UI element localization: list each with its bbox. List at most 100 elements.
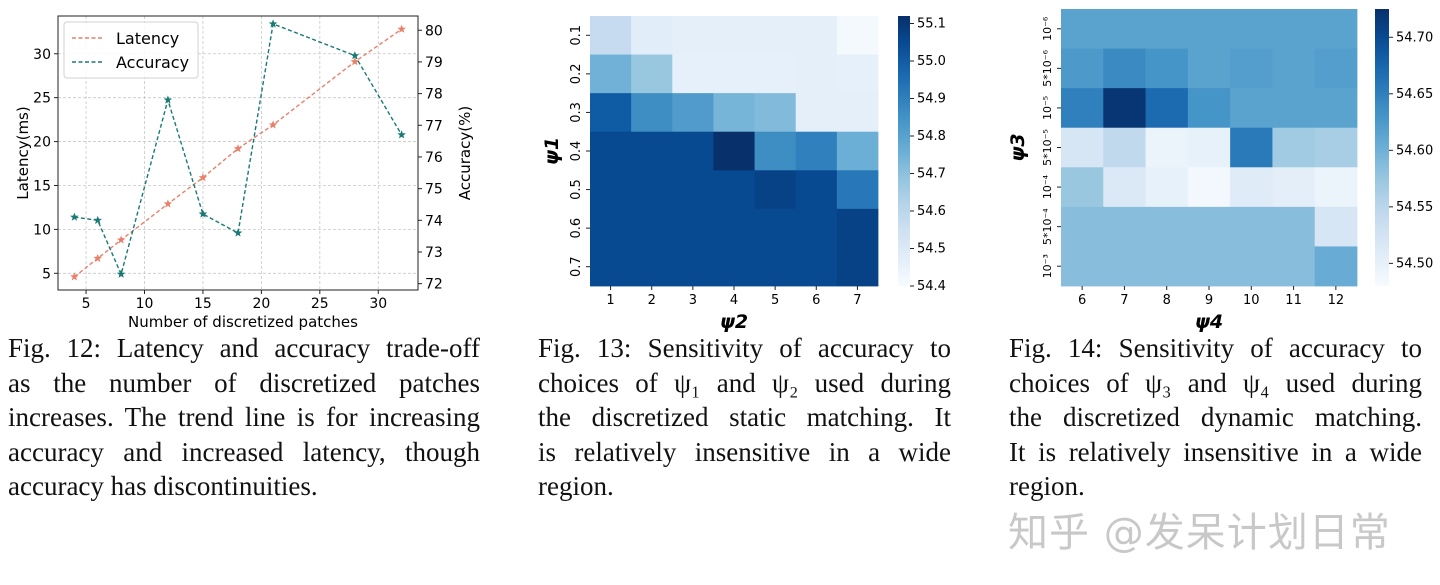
colorbar-tick-label: 54.8: [917, 129, 946, 144]
heatmap-cell: [672, 16, 714, 55]
heatmap-cell: [1230, 206, 1273, 247]
heatmap-cell: [1061, 48, 1104, 89]
data-point-accuracy: [93, 215, 102, 224]
fig12-caption: Fig. 12: Latency and accuracy trade-off …: [8, 331, 480, 504]
y-tick-label: 10⁻⁶: [1041, 16, 1054, 41]
colorbar-tick-label: 54.5: [917, 242, 946, 257]
heatmap-cell: [1103, 48, 1146, 89]
heatmap-cell: [1272, 206, 1316, 247]
legend-label: Latency: [116, 29, 179, 48]
heatmap-cell: [1314, 88, 1358, 129]
y-tick-label: 10⁻³: [1041, 254, 1054, 278]
fig13-caption: Fig. 13: Sensitivity of accuracy to choi…: [538, 331, 951, 504]
data-point-accuracy: [397, 130, 406, 139]
heatmap-cell: [1061, 246, 1104, 287]
heatmap-cell: [1272, 167, 1316, 208]
data-point-latency: [70, 272, 79, 281]
heatmap-cell: [1230, 9, 1273, 49]
x-tick-label: 12: [1328, 293, 1345, 308]
x-tick-label: 25: [311, 296, 329, 312]
heatmap-cell: [1145, 206, 1189, 247]
heatmap-cell: [672, 208, 714, 248]
heatmap-cell: [1187, 88, 1231, 129]
heatmap-cell: [795, 16, 838, 55]
y-tick-label: 0.6: [569, 218, 584, 239]
fig14-caption: Fig. 14: Sensitivity of accuracy to choi…: [1009, 331, 1422, 504]
x-tick-label: 7: [853, 293, 861, 308]
data-point-latency: [93, 253, 102, 262]
x-tick-label: 2: [648, 293, 656, 308]
y-axis-label: Latency(ms): [14, 106, 32, 199]
heatmap-cell: [754, 131, 797, 171]
heatmap-cell: [672, 131, 714, 171]
heatmap-cell: [631, 247, 673, 287]
heatmap-cell: [754, 93, 797, 133]
caption-line: It is relatively insensitive in a wide: [1009, 436, 1422, 467]
caption-line: as the number of discretized patches: [8, 367, 480, 398]
y2-tick-label: 73: [425, 245, 443, 261]
heatmap-cell: [1314, 167, 1358, 208]
data-point-accuracy: [163, 95, 173, 104]
heatmap-cell: [1272, 127, 1316, 168]
caption-line: region.: [538, 471, 614, 501]
heatmap-cell: [713, 16, 755, 55]
plot-frame: [57, 15, 419, 291]
heatmap-cell: [836, 16, 879, 55]
y-tick-label: 20: [33, 135, 51, 151]
y2-tick-label: 80: [425, 23, 443, 39]
y-tick-label: 10: [33, 222, 51, 238]
heatmap-cell: [713, 208, 755, 248]
heatmap-cell: [1230, 48, 1273, 89]
heatmap-cell: [1103, 206, 1146, 247]
heatmap-cell: [1103, 127, 1146, 168]
data-point-accuracy: [116, 269, 126, 278]
heatmap-cell: [795, 170, 838, 210]
heatmap-cell: [1230, 88, 1273, 129]
heatmap-cell: [1187, 206, 1231, 247]
colorbar-tick-label: 54.50: [1396, 256, 1433, 271]
y2-axis-label: Accuracy(%): [456, 106, 474, 200]
heatmap-cell: [672, 93, 714, 133]
heatmap-cell: [713, 54, 755, 94]
y-tick-label: 5*10⁻⁴: [1041, 208, 1054, 245]
colorbar-tick-label: 54.70: [1396, 30, 1433, 45]
caption-line: Fig. 13: Sensitivity of accuracy to: [538, 333, 951, 363]
heatmap-cell: [1314, 246, 1358, 287]
heatmap-cell: [590, 93, 632, 133]
data-point-latency: [163, 199, 173, 208]
y-tick-label: 0.5: [569, 179, 584, 200]
heatmap-cell: [631, 131, 673, 171]
heatmap-cell: [1314, 9, 1358, 49]
x-tick-label: 6: [1078, 293, 1086, 308]
data-point-latency: [350, 57, 360, 66]
heatmap-cell: [631, 54, 673, 94]
heatmap-cell: [590, 131, 632, 171]
caption-line: Fig. 12: Latency and accuracy trade-off: [8, 333, 480, 363]
heatmap-cell: [1061, 127, 1104, 168]
heatmap-cell: [672, 54, 714, 94]
legend-label: Accuracy: [116, 53, 189, 72]
heatmap-cell: [754, 16, 797, 55]
heatmap-cell: [836, 247, 879, 287]
x-axis-label: ψ4: [1195, 311, 1223, 333]
y-tick-label: 0.2: [569, 64, 584, 85]
heatmap-cell: [631, 208, 673, 248]
heatmap-cell: [1314, 48, 1358, 89]
heatmap-cell: [1145, 9, 1189, 49]
heatmap-cell: [1314, 206, 1358, 247]
data-point-latency: [116, 235, 126, 244]
y-tick-label: 15: [33, 178, 51, 194]
x-tick-label: 1: [606, 293, 614, 308]
x-tick-label: 30: [369, 296, 387, 312]
heatmap-cell: [1061, 206, 1104, 247]
colorbar: [898, 16, 910, 286]
heatmap-cell: [1145, 88, 1189, 129]
caption-line: the discretized static matching. It: [538, 402, 951, 432]
y-axis-label: ψ3: [1007, 133, 1029, 161]
heatmap-cell: [1314, 127, 1358, 168]
x-tick-label: 4: [730, 293, 738, 308]
watermark: 知乎 @发呆计划日常: [1008, 510, 1391, 556]
y2-tick-label: 74: [425, 213, 443, 229]
colorbar-tick-label: 54.4: [917, 279, 946, 294]
x-axis-label: Number of discretized patches: [128, 313, 358, 331]
